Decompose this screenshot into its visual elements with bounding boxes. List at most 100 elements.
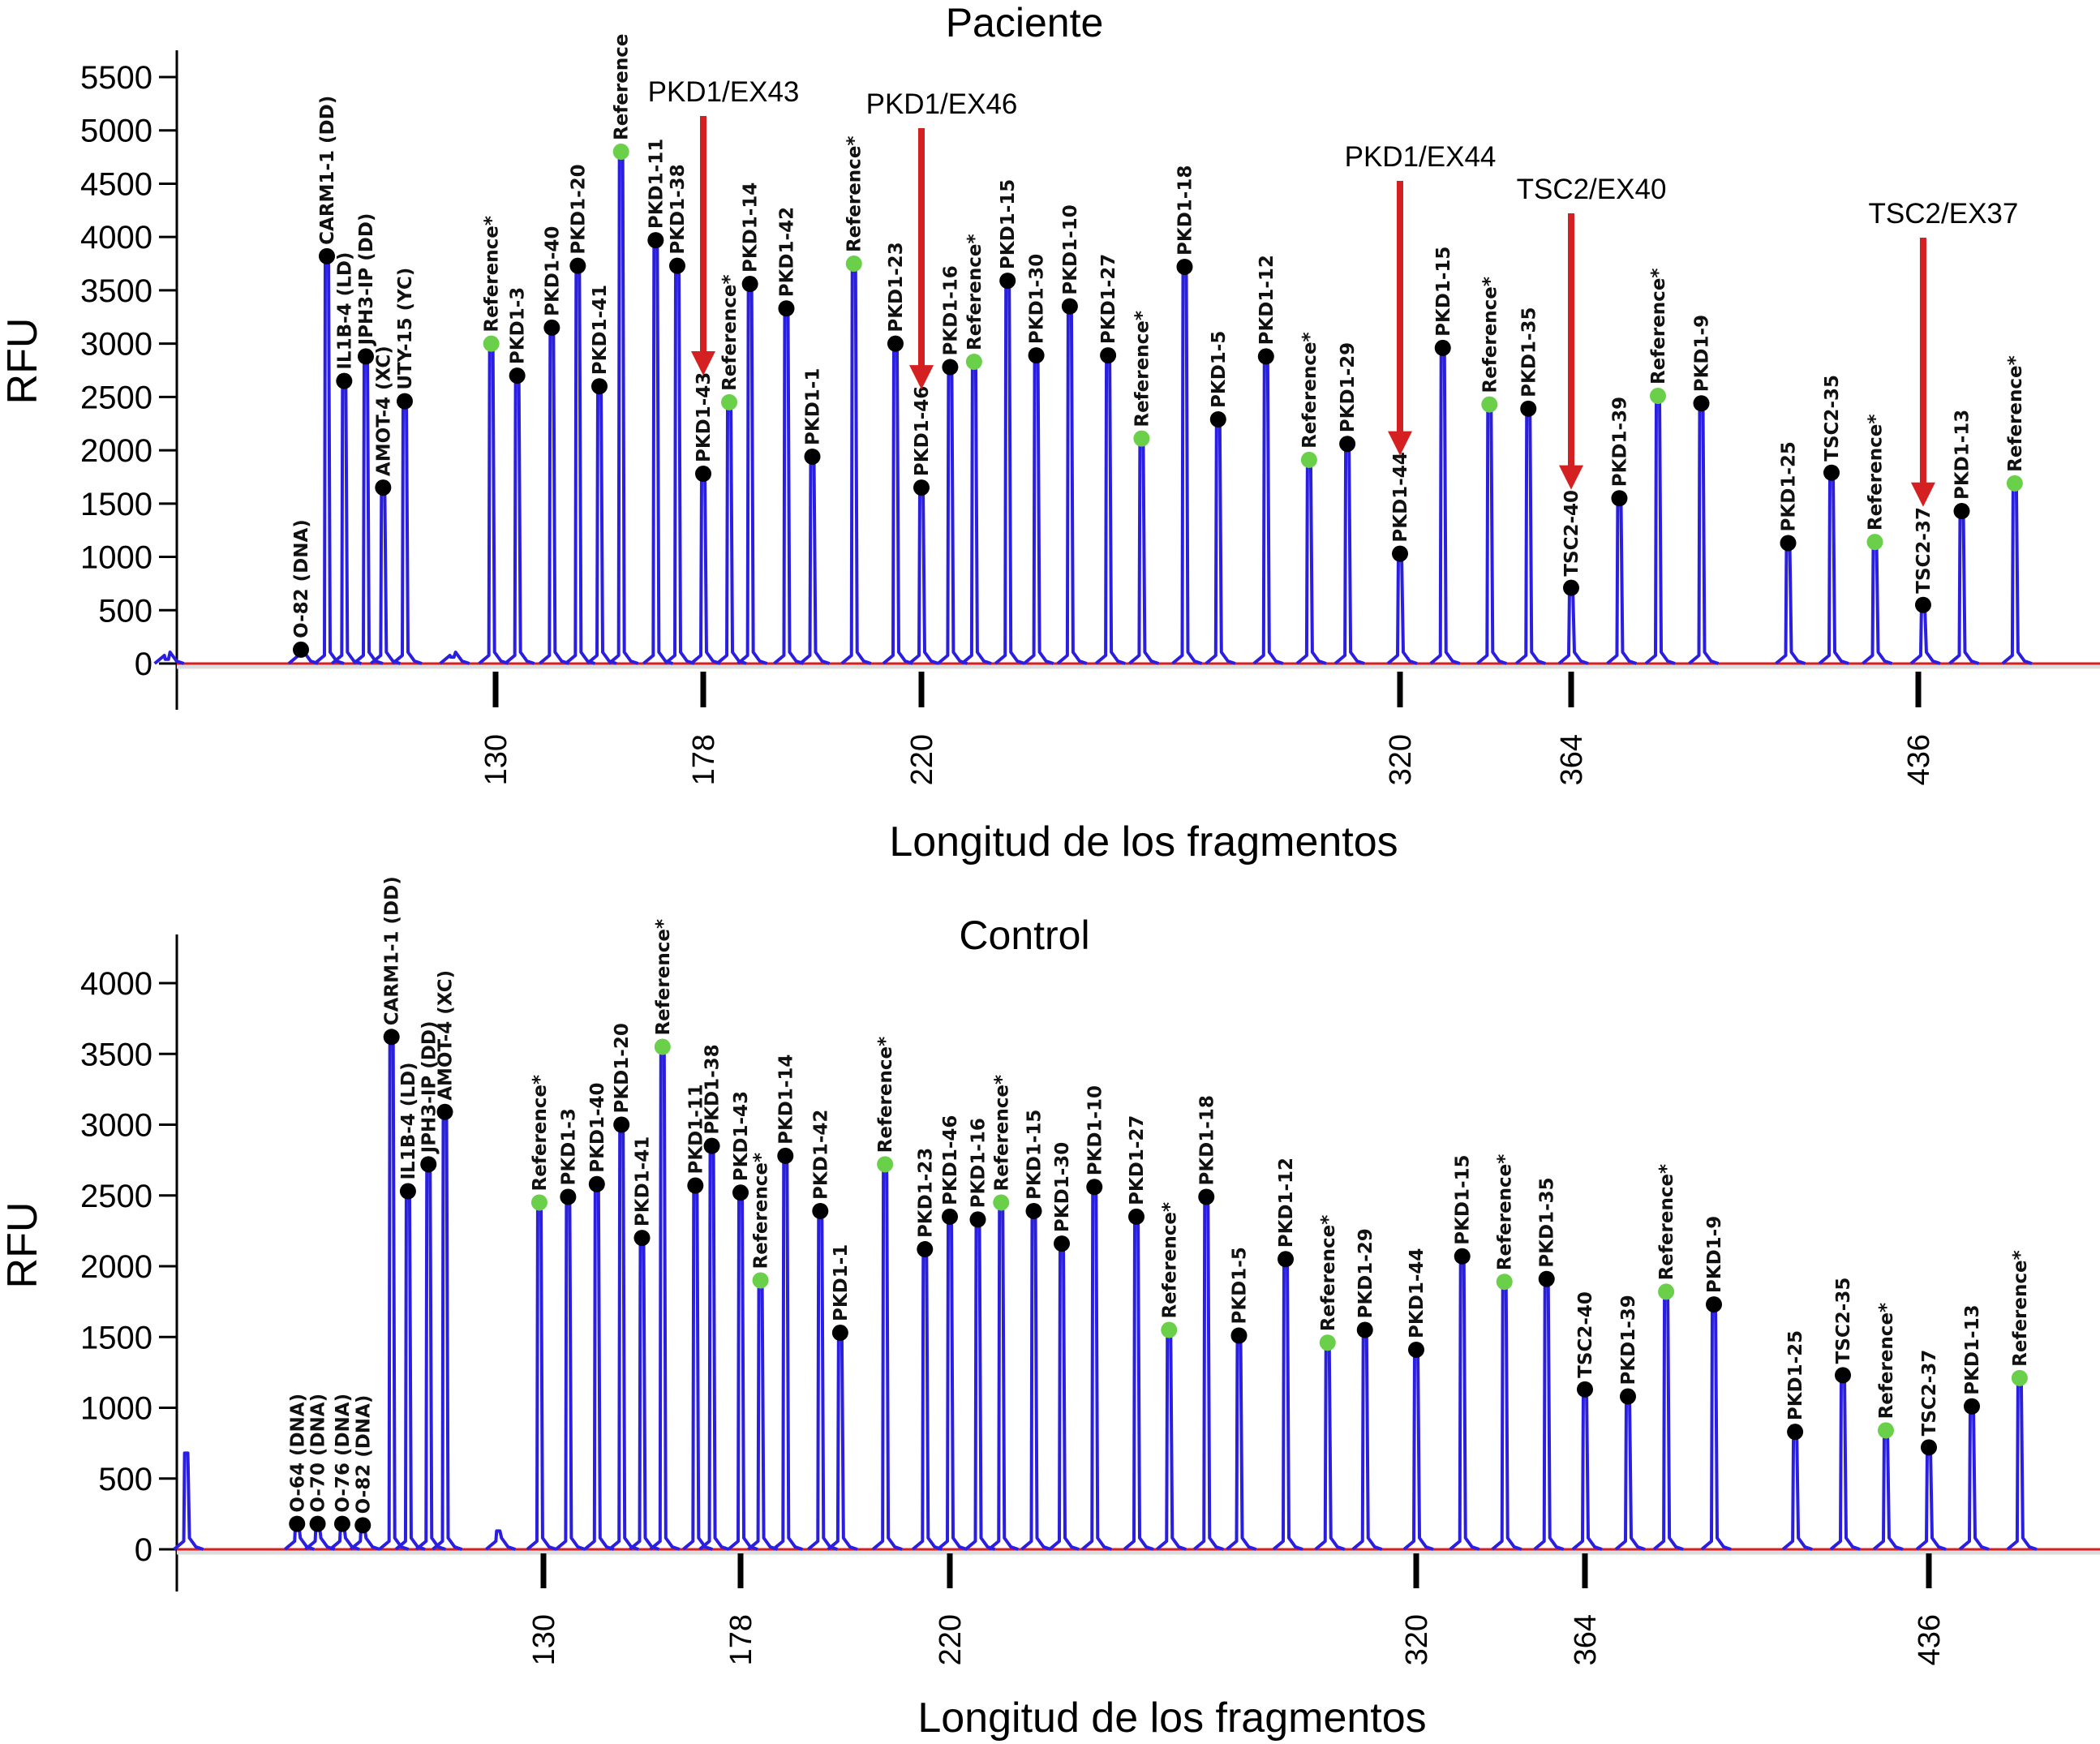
probe-marker xyxy=(1257,348,1274,365)
annotation-arrow-head xyxy=(691,351,715,376)
peak-label: Reference* xyxy=(530,1075,551,1192)
peak-label: TSC2-40 xyxy=(1561,490,1583,577)
peak-label: AMOT-4 (XC) xyxy=(373,346,394,476)
probe-marker xyxy=(812,1202,829,1219)
reference-marker xyxy=(483,335,500,352)
x-tick-label: 320 xyxy=(1400,1614,1434,1665)
peak-label: PKD1-46 xyxy=(912,386,933,476)
probe-marker xyxy=(1620,1388,1636,1405)
peak-trace xyxy=(1226,1334,1257,1551)
peak-label: PKD1-42 xyxy=(810,1110,831,1200)
peak-trace xyxy=(698,1144,730,1551)
x-tick-label: 320 xyxy=(1384,734,1418,785)
y-tick-label: 4000 xyxy=(80,966,152,1002)
peak-trace xyxy=(827,1331,858,1551)
reference-marker xyxy=(654,1038,671,1055)
peak-label: Reference* xyxy=(653,919,674,1036)
peak-label: PKD1-13 xyxy=(1952,410,1973,500)
patient-chart: Paciente RFU Longitud de los fragmentos … xyxy=(0,0,2100,866)
probe-marker xyxy=(358,348,374,365)
peak-label: PKD1-15 xyxy=(1024,1110,1046,1200)
probe-marker xyxy=(560,1188,577,1205)
x-tick-label: 364 xyxy=(1569,1614,1603,1665)
probe-marker xyxy=(1921,1439,1937,1456)
peak-label: PKD1-43 xyxy=(731,1091,752,1181)
probe-marker xyxy=(333,1515,350,1532)
peak-trace xyxy=(439,651,470,665)
peak-label: PKD1-23 xyxy=(915,1148,936,1238)
peak-label: PKD1-9 xyxy=(1704,1216,1725,1293)
probe-marker xyxy=(1209,410,1226,427)
probe-marker xyxy=(887,335,904,352)
probe-marker xyxy=(588,1175,605,1192)
peak-trace xyxy=(1386,552,1418,665)
peak-label: Reference* xyxy=(844,136,865,253)
peak-label: PKD1-30 xyxy=(1052,1142,1073,1232)
peak-trace xyxy=(1644,394,1676,665)
reference-marker xyxy=(993,1194,1010,1211)
probe-marker xyxy=(1061,298,1078,315)
peak-label: O-76 (DNA) xyxy=(333,1394,354,1513)
peak-trace xyxy=(504,374,535,665)
x-tick-label: 178 xyxy=(724,1614,758,1665)
peak-trace xyxy=(799,454,831,665)
peak-label: Reference* xyxy=(1299,332,1321,449)
probe-marker xyxy=(1408,1341,1424,1358)
y-tick-label: 500 xyxy=(98,1462,152,1497)
probe-marker xyxy=(1054,1235,1070,1252)
peak-label: Reference* xyxy=(1495,1154,1516,1271)
probe-marker xyxy=(669,257,685,274)
reference-marker xyxy=(1496,1274,1513,1291)
peak-trace xyxy=(1295,457,1327,665)
peak-trace xyxy=(1775,541,1806,665)
peak-trace xyxy=(1818,470,1849,665)
peak-label: CARM1-1 (DD) xyxy=(382,876,403,1025)
peak-trace xyxy=(586,384,617,665)
peak-label: PKD1-41 xyxy=(633,1136,654,1226)
peak-label: PKD1-35 xyxy=(1537,1177,1558,1267)
peak-trace xyxy=(608,150,639,665)
peak-trace xyxy=(715,400,747,665)
peak-trace xyxy=(629,1236,660,1551)
x-ticks: 130 178 220 320 364 436 xyxy=(177,662,2100,785)
peak-trace xyxy=(2006,1376,2038,1551)
annotation-label: TSC2/EX40 xyxy=(1517,174,1667,205)
peak-trace xyxy=(1171,264,1203,665)
peak-label: PKD1-5 xyxy=(1230,1247,1251,1324)
y-tick-label: 3500 xyxy=(80,273,152,309)
peak-trace xyxy=(960,359,992,665)
peak-trace xyxy=(1272,1257,1303,1551)
peak-trace xyxy=(1872,1428,1904,1551)
peak-trace xyxy=(1128,436,1160,665)
peak-label: Reference* xyxy=(991,1075,1012,1192)
probe-marker xyxy=(1823,464,1840,481)
peak-trace xyxy=(840,262,872,665)
peak-trace xyxy=(689,472,721,665)
peak-label: PKD1-18 xyxy=(1175,165,1196,256)
peak-label: PKD1-41 xyxy=(590,285,611,375)
peak-trace xyxy=(1491,1280,1522,1551)
peak-label: Reference* xyxy=(1479,277,1501,393)
peak-label: PKD1-39 xyxy=(1609,397,1630,487)
probe-marker xyxy=(613,1116,630,1133)
peak-labels: O-64 (DNA) O-70 (DNA) O-76 (DNA) O-82 (DNA)… xyxy=(287,876,2031,1514)
x-tick-label: 436 xyxy=(1902,734,1936,785)
probe-marker xyxy=(1611,490,1628,507)
peak-trace xyxy=(936,1214,968,1551)
peak-trace xyxy=(663,264,695,665)
peak-label: Reference* xyxy=(1656,1164,1677,1281)
peak-label: Reference* xyxy=(1648,268,1669,385)
peak-label: PKD1-29 xyxy=(1338,342,1359,432)
probe-marker xyxy=(695,466,711,483)
peak-trace xyxy=(1449,1254,1480,1551)
peak-label: Reference* xyxy=(2010,1250,2031,1367)
peak-label: PKD1-1 xyxy=(803,368,824,445)
peak-trace xyxy=(1314,1341,1346,1551)
probe-marker xyxy=(913,479,930,496)
probe-marker xyxy=(633,1230,651,1247)
probe-marker xyxy=(732,1184,749,1201)
probe-marker xyxy=(703,1137,720,1154)
reference-marker xyxy=(2011,1369,2028,1386)
annotation-arrow-head xyxy=(1559,465,1583,490)
peak-label: Reference* xyxy=(719,274,741,391)
